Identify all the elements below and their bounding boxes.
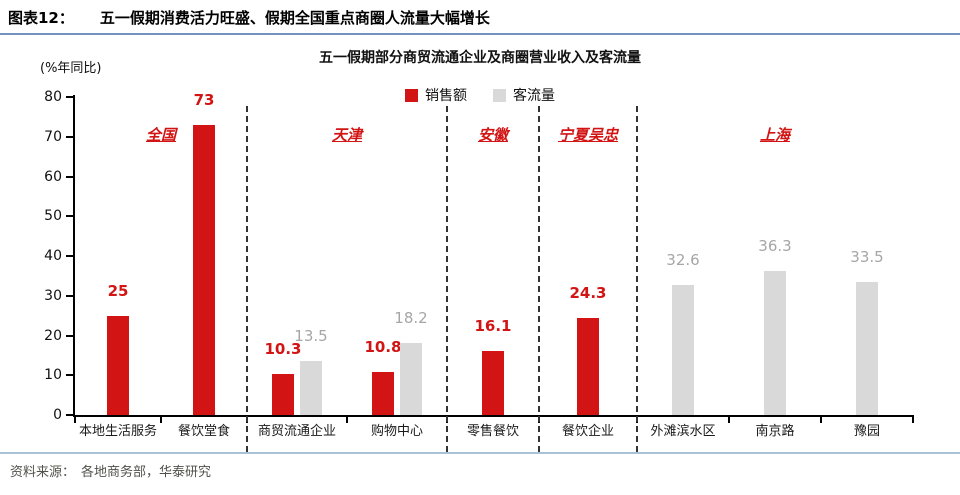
region-label-text: 安徽	[477, 126, 508, 144]
legend: 销售额 客流量	[0, 85, 960, 105]
y-tick-label: 60	[44, 168, 62, 185]
legend-item-sales: 销售额	[405, 85, 467, 105]
bar-traffic	[300, 361, 322, 415]
region-label: 天津	[247, 127, 447, 143]
y-tick-label: 20	[44, 327, 62, 344]
figure-header: 图表12： 五一假期消费活力旺盛、假期全国重点商圈人流量大幅增长	[8, 7, 490, 28]
region-label: 安徽	[447, 127, 539, 143]
y-tick	[66, 294, 73, 297]
bar-sales	[193, 124, 215, 415]
x-tick	[160, 415, 162, 423]
source-line: 资料来源： 各地商务部，华泰研究	[10, 461, 211, 480]
section-divider-dashed	[538, 106, 540, 452]
legend-label-traffic: 客流量	[513, 88, 555, 104]
bar-value-label: 16.1	[474, 317, 512, 335]
region-label: 宁夏吴忠	[539, 127, 637, 143]
legend-item-traffic: 客流量	[493, 85, 555, 105]
figure-label: 图表12：	[8, 9, 74, 27]
x-tick	[820, 415, 822, 423]
region-label-text: 宁夏吴忠	[557, 126, 618, 144]
bar-traffic	[672, 285, 694, 415]
bar-sales	[577, 318, 599, 415]
bar-value-label: 32.6	[666, 251, 700, 270]
category-label: 零售餐饮	[466, 424, 519, 439]
region-label: 全国	[75, 127, 247, 143]
bar-value-label: 10.8	[364, 338, 402, 357]
y-tick-label: 10	[44, 367, 62, 384]
legend-label-sales: 销售额	[425, 88, 467, 104]
category-label: 餐饮堂食	[177, 424, 230, 439]
x-tick	[346, 415, 348, 423]
y-tick-label: 0	[53, 407, 62, 423]
y-tick	[66, 135, 73, 138]
y-tick	[66, 96, 73, 98]
bar-value-label: 13.5	[294, 327, 328, 346]
bar-traffic	[764, 270, 786, 415]
bar-sales	[372, 372, 394, 415]
y-tick	[66, 215, 73, 218]
y-tick	[66, 374, 73, 377]
bar-sales	[272, 374, 294, 415]
category-label: 外滩滨水区	[650, 424, 716, 439]
chart-title: 五一假期部分商贸流通企业及商圈营业收入及客流量	[319, 50, 641, 66]
category-label: 本地生活服务	[78, 424, 157, 439]
legend-swatch-traffic	[493, 88, 506, 102]
y-tick-label: 40	[44, 248, 62, 264]
x-axis-line	[73, 415, 913, 417]
bar-sales	[107, 315, 129, 415]
category-label: 购物中心	[370, 424, 423, 439]
section-divider-dashed	[636, 106, 638, 452]
figure-title: 五一假期消费活力旺盛、假期全国重点商圈人流量大幅增长	[99, 9, 490, 27]
section-divider-dashed	[446, 106, 448, 452]
category-label: 商贸流通企业	[257, 424, 336, 439]
y-tick	[66, 255, 73, 257]
y-tick-label: 80	[44, 89, 62, 105]
bar-value-label: 73	[193, 90, 215, 109]
bar-value-label: 24.3	[569, 284, 607, 303]
category-label: 南京路	[755, 424, 795, 439]
bar-sales	[482, 351, 504, 415]
x-tick	[74, 415, 76, 423]
region-label-text: 天津	[331, 126, 362, 144]
header-divider	[0, 33, 960, 35]
bar-value-label: 18.2	[394, 308, 428, 327]
y-axis-unit-label: (%年同比)	[40, 61, 102, 76]
footer-divider	[0, 452, 960, 454]
y-tick-label: 30	[44, 287, 62, 304]
y-tick	[66, 175, 73, 178]
x-tick	[728, 415, 730, 423]
legend-swatch-sales	[405, 88, 418, 102]
bar-value-label: 36.3	[758, 236, 792, 255]
section-divider-dashed	[246, 106, 248, 452]
category-label: 餐饮企业	[561, 424, 614, 439]
region-label-text: 上海	[759, 126, 790, 144]
region-label-text: 全国	[145, 126, 176, 144]
bar-traffic	[856, 281, 878, 415]
x-tick	[912, 415, 914, 423]
bar-value-label: 10.3	[264, 340, 302, 359]
y-tick	[66, 334, 73, 337]
category-label: 豫园	[853, 424, 880, 439]
region-label: 上海	[637, 127, 913, 143]
y-axis-line	[73, 95, 75, 417]
y-tick	[66, 414, 73, 416]
y-tick-label: 50	[44, 208, 62, 225]
bar-value-label: 33.5	[850, 247, 884, 266]
y-tick-label: 70	[44, 128, 62, 145]
bar-traffic	[400, 342, 422, 415]
source-label: 资料来源：	[10, 465, 76, 480]
source-text: 各地商务部，华泰研究	[81, 465, 212, 480]
bar-value-label: 25	[107, 281, 129, 300]
